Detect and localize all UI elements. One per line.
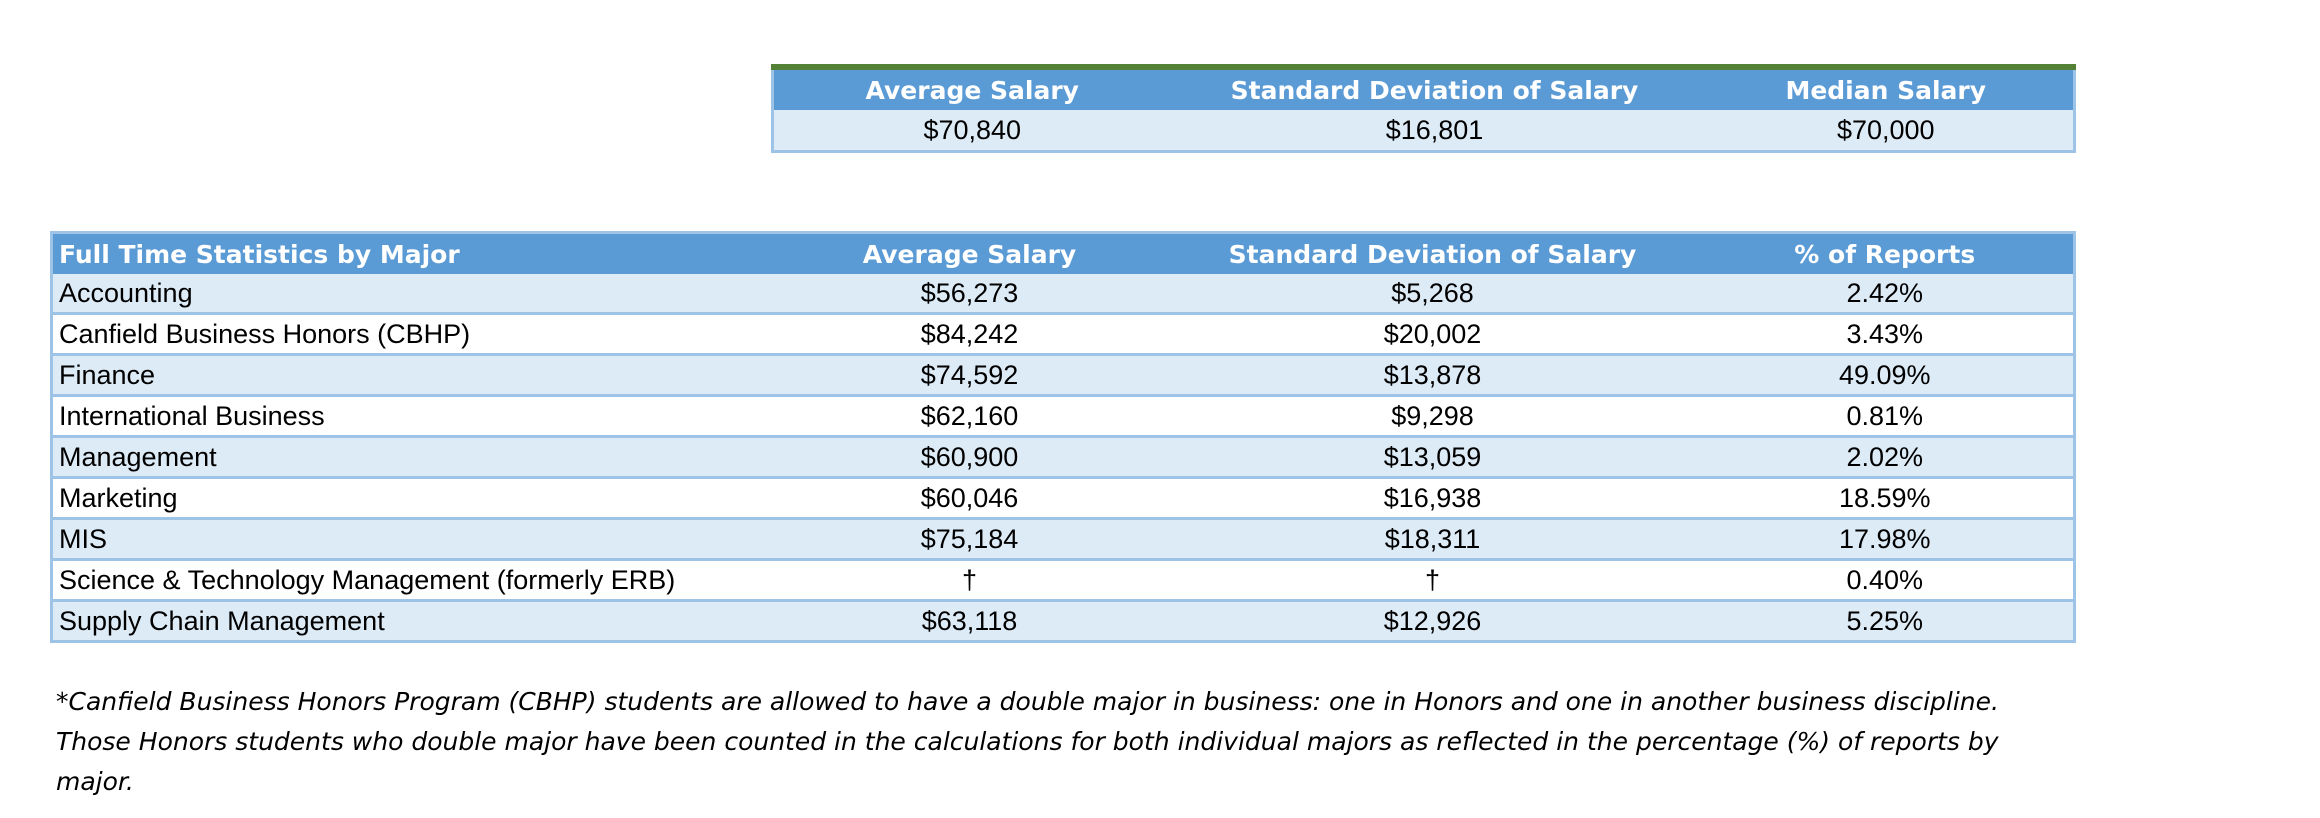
- major-average-salary: $60,900: [770, 436, 1169, 479]
- table-row: Supply Chain Management $63,118 $12,926 …: [51, 600, 2075, 642]
- major-percent-reports: 3.43%: [1696, 313, 2075, 356]
- summary-header-average-salary: Average Salary: [772, 67, 1171, 110]
- major-header-percent-reports: % of Reports: [1696, 232, 2075, 274]
- overall-salary-table: Average Salary Standard Deviation of Sal…: [771, 64, 2076, 153]
- table-row: Management $60,900 $13,059 2.02%: [51, 436, 2075, 479]
- major-name: International Business: [51, 395, 771, 438]
- major-average-salary: $56,273: [770, 274, 1169, 315]
- major-name: Management: [51, 436, 771, 479]
- summary-header-std-dev: Standard Deviation of Salary: [1170, 67, 1699, 110]
- table-row: Canfield Business Honors (CBHP) $84,242 …: [51, 313, 2075, 356]
- major-percent-reports: 17.98%: [1696, 518, 2075, 561]
- major-std-dev: $12,926: [1168, 600, 1697, 642]
- summary-header-median-salary: Median Salary: [1698, 67, 2075, 110]
- major-percent-reports: 0.81%: [1696, 395, 2075, 438]
- major-average-salary: $60,046: [770, 477, 1169, 520]
- major-percent-reports: 18.59%: [1696, 477, 2075, 520]
- table-row: Science & Technology Management (formerl…: [51, 559, 2075, 602]
- major-percent-reports: 5.25%: [1696, 600, 2075, 642]
- footnote-line: major.: [56, 767, 134, 796]
- major-std-dev: $18,311: [1168, 518, 1697, 561]
- footnote: *Canfield Business Honors Program (CBHP)…: [56, 682, 2156, 802]
- table-row: Accounting $56,273 $5,268 2.42%: [51, 274, 2075, 315]
- major-name: Supply Chain Management: [51, 600, 771, 642]
- footnote-line: *Canfield Business Honors Program (CBHP)…: [56, 687, 1999, 716]
- major-std-dev: $13,878: [1168, 354, 1697, 397]
- major-average-salary: $74,592: [770, 354, 1169, 397]
- major-std-dev: $20,002: [1168, 313, 1697, 356]
- major-average-salary: $75,184: [770, 518, 1169, 561]
- major-header-name: Full Time Statistics by Major: [51, 232, 771, 274]
- major-statistics-table: Full Time Statistics by Major Average Sa…: [50, 231, 2076, 643]
- summary-header-row: Average Salary Standard Deviation of Sal…: [772, 67, 2075, 110]
- table-row: Finance $74,592 $13,878 49.09%: [51, 354, 2075, 397]
- major-header-row: Full Time Statistics by Major Average Sa…: [51, 232, 2075, 274]
- major-std-dev: $9,298: [1168, 395, 1697, 438]
- major-name: Science & Technology Management (formerl…: [51, 559, 771, 602]
- major-header-average-salary: Average Salary: [770, 232, 1169, 274]
- major-std-dev: $5,268: [1168, 274, 1697, 315]
- table-row: International Business $62,160 $9,298 0.…: [51, 395, 2075, 438]
- major-percent-reports: 0.40%: [1696, 559, 2075, 602]
- major-std-dev: †: [1168, 559, 1697, 602]
- table-row: Marketing $60,046 $16,938 18.59%: [51, 477, 2075, 520]
- major-percent-reports: 2.42%: [1696, 274, 2075, 315]
- major-name: Canfield Business Honors (CBHP): [51, 313, 771, 356]
- summary-std-dev: $16,801: [1170, 110, 1699, 152]
- major-name: Finance: [51, 354, 771, 397]
- major-average-salary: $84,242: [770, 313, 1169, 356]
- major-name: Accounting: [51, 274, 771, 315]
- major-average-salary: $63,118: [770, 600, 1169, 642]
- major-std-dev: $13,059: [1168, 436, 1697, 479]
- summary-median-salary: $70,000: [1698, 110, 2075, 152]
- footnote-line: Those Honors students who double major h…: [56, 727, 1999, 756]
- major-average-salary: †: [770, 559, 1169, 602]
- table-row: MIS $75,184 $18,311 17.98%: [51, 518, 2075, 561]
- major-name: Marketing: [51, 477, 771, 520]
- major-percent-reports: 49.09%: [1696, 354, 2075, 397]
- summary-average-salary: $70,840: [772, 110, 1171, 152]
- summary-value-row: $70,840 $16,801 $70,000: [772, 110, 2075, 152]
- major-std-dev: $16,938: [1168, 477, 1697, 520]
- major-name: MIS: [51, 518, 771, 561]
- major-header-std-dev: Standard Deviation of Salary: [1168, 232, 1697, 274]
- major-average-salary: $62,160: [770, 395, 1169, 438]
- major-percent-reports: 2.02%: [1696, 436, 2075, 479]
